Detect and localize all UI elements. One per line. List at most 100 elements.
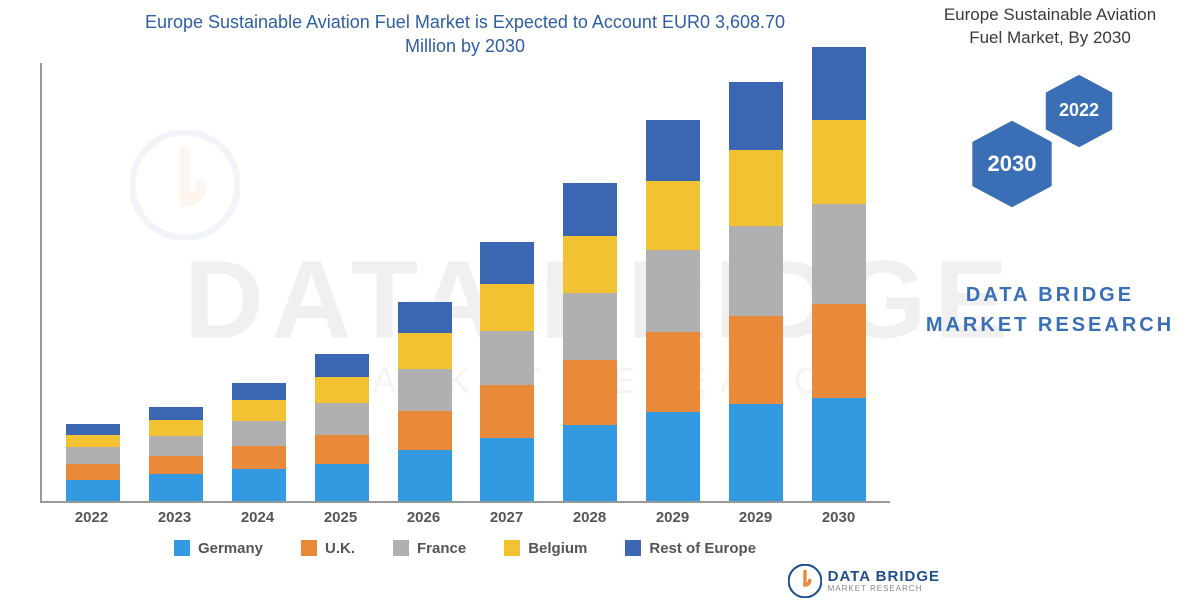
x-axis-label: 2027 [473,509,540,526]
bar-segment [563,293,617,360]
hex-badge: 2022 [1038,70,1120,152]
bar-segment [398,411,452,451]
x-axis-label: 2029 [722,509,789,526]
legend-item: France [393,540,466,557]
bar-segment [398,450,452,500]
legend-label: Germany [198,540,263,557]
bar-stack [66,424,120,500]
chart-title: Europe Sustainable Aviation Fuel Market … [125,10,805,59]
bar-segment [480,284,534,331]
bar-segment [232,421,286,446]
bar-segment [149,456,203,475]
bar-slot [60,63,127,501]
legend-label: Rest of Europe [649,540,756,557]
bar-segment [398,302,452,333]
bar-segment [646,250,700,332]
bar-segment [646,412,700,501]
bar-segment [149,420,203,436]
bar-segment [729,226,783,316]
panel-title-line1: Europe Sustainable Aviation [944,5,1156,24]
legend-swatch [504,540,520,556]
bar-segment [398,333,452,369]
bar-segment [398,369,452,411]
bar-slot [308,63,375,501]
chart-legend: Germany U.K. France Belgium Rest of Europe [40,526,890,557]
footer-logo-text: DATA BRIDGE [828,569,940,584]
hex-graphic: 20302022 [908,70,1192,240]
footer-logo-sub: MARKET RESEARCH [828,584,940,593]
legend-item: Rest of Europe [625,540,756,557]
legend-swatch [625,540,641,556]
bar-slot [474,63,541,501]
stacked-bar-chart [40,63,890,503]
bar-segment [729,150,783,226]
legend-item: U.K. [301,540,355,557]
legend-item: Germany [174,540,263,557]
bar-stack [646,120,700,500]
bar-segment [729,316,783,404]
x-axis-label: 2030 [805,509,872,526]
bar-segment [812,47,866,120]
bar-slot [143,63,210,501]
legend-label: France [417,540,466,557]
x-axis-label: 2025 [307,509,374,526]
legend-item: Belgium [504,540,587,557]
bar-segment [480,331,534,385]
legend-label: U.K. [325,540,355,557]
bar-segment [812,398,866,501]
bar-segment [563,360,617,425]
bar-segment [66,447,120,464]
bar-slot [722,63,789,501]
bar-segment [149,474,203,500]
bar-segment [315,377,369,403]
bar-stack [729,82,783,501]
footer-logo: DATA BRIDGE MARKET RESEARCH [788,564,940,598]
bar-segment [66,424,120,434]
x-axis-label: 2023 [141,509,208,526]
bar-segment [66,480,120,501]
bar-slot [805,63,872,501]
x-axis-label: 2029 [639,509,706,526]
bar-stack [315,354,369,501]
x-axis-label: 2022 [58,509,125,526]
bar-stack [398,302,452,501]
side-panel: Europe Sustainable Aviation Fuel Market,… [900,0,1200,600]
bar-segment [646,332,700,412]
legend-swatch [301,540,317,556]
bar-segment [480,438,534,501]
bar-slot [391,63,458,501]
bar-segment [149,407,203,420]
bar-segment [563,425,617,500]
bar-segment [646,181,700,250]
bar-stack [812,47,866,501]
bar-segment [315,403,369,434]
bar-segment [812,120,866,204]
x-axis-label: 2028 [556,509,623,526]
bar-slot [557,63,624,501]
x-axis-label: 2026 [390,509,457,526]
bar-segment [315,354,369,377]
bar-segment [232,383,286,400]
bar-stack [563,183,617,500]
bar-segment [315,435,369,464]
bar-stack [480,242,534,501]
bar-stack [232,383,286,500]
bar-segment [232,446,286,469]
bar-segment [729,82,783,150]
bar-segment [232,469,286,500]
legend-swatch [393,540,409,556]
bar-segment [480,242,534,284]
x-axis-label: 2024 [224,509,291,526]
bar-segment [812,304,866,398]
bar-segment [66,435,120,448]
bar-segment [646,120,700,181]
legend-swatch [174,540,190,556]
legend-label: Belgium [528,540,587,557]
panel-title: Europe Sustainable Aviation Fuel Market,… [908,4,1192,50]
chart-region: Europe Sustainable Aviation Fuel Market … [0,0,900,600]
bar-segment [563,236,617,294]
bar-segment [149,436,203,456]
bar-segment [232,400,286,421]
brand-label: DATA BRIDGE MARKET RESEARCH [908,280,1192,340]
bar-segment [480,385,534,437]
